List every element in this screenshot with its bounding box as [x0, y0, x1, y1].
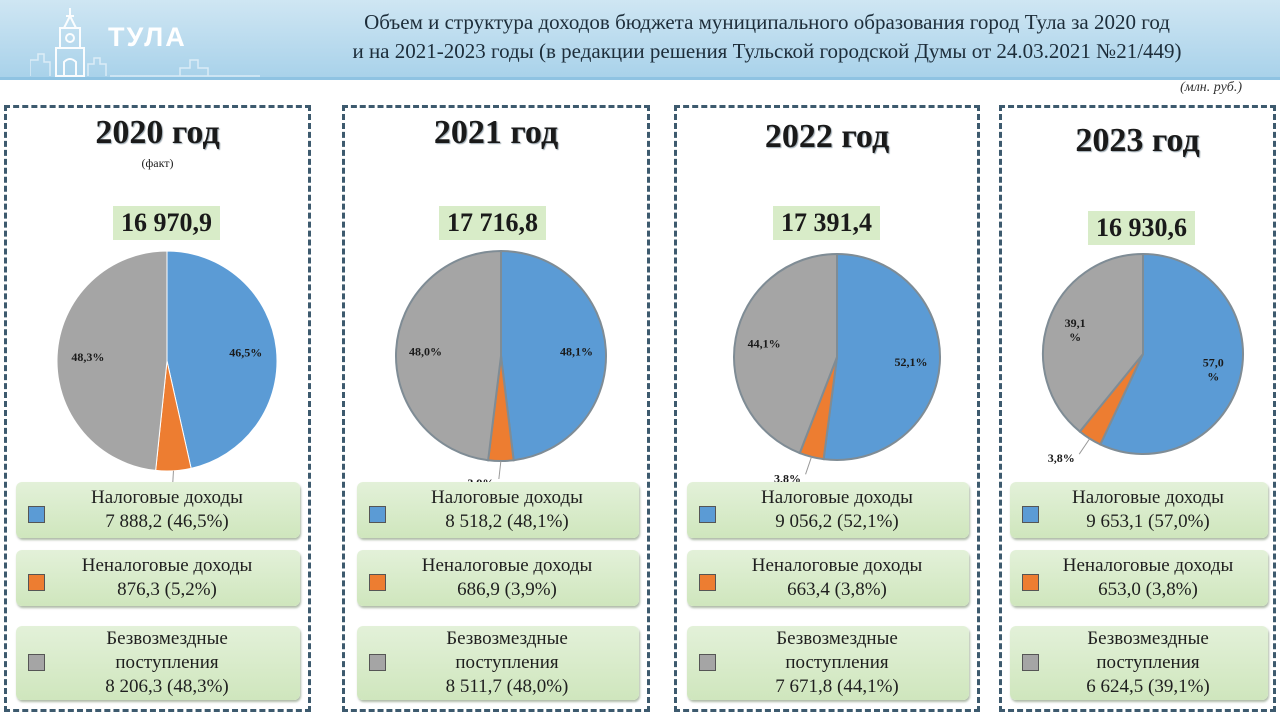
legend-gratuitous-label-2: поступления	[1096, 652, 1200, 673]
pie-chart: 48,1%3,9%48,0%	[395, 249, 607, 490]
year-subtitle: (факт)	[141, 156, 174, 170]
slice-gratuitous	[395, 249, 502, 462]
legend-nontax-label: Неналоговые доходы	[81, 555, 253, 576]
legend-nontax: Неналоговые доходы 653,0 (3,8%)	[1010, 550, 1268, 606]
slice-gratuitous	[733, 252, 838, 455]
legend-gratuitous: Безвозмездные поступления 8 206,3 (48,3%…	[16, 626, 300, 700]
title-line-2: и на 2021-2023 годы (в редакции решения …	[352, 39, 1182, 63]
panel-2021: 2021 год 17 716,8 48,1%3,9%48,0% Налогов…	[342, 105, 650, 712]
legend-gratuitous-label-2: поступления	[455, 652, 559, 673]
gratuitous-color-swatch	[28, 654, 45, 671]
pie-chart: 57,0 % 3,8% 39,1%	[1042, 252, 1244, 465]
tax-color-swatch	[28, 506, 45, 523]
legend-tax: Налоговые доходы 8 518,2 (48,1%)	[357, 482, 639, 538]
total-value: 16 930,6	[1088, 211, 1195, 245]
legend-nontax-label: Неналоговые доходы	[751, 555, 923, 576]
label-tax: 57,0%	[1203, 356, 1224, 384]
panel-2023: 2023 год 16 930,6 57,0% 3,8% 39,1% Налогов…	[999, 105, 1276, 712]
gratuitous-color-swatch	[1022, 654, 1039, 671]
legend-nontax: Неналоговые доходы 686,9 (3,9%)	[357, 550, 639, 606]
panel-2022: 2022 год 17 391,4 52,1% 3,8% 44,1% Налогов…	[674, 105, 980, 712]
legend-tax-value: 7 888,2 (46,5%)	[105, 511, 229, 532]
legend-gratuitous-value: 7 671,8 (44,1%)	[775, 676, 899, 697]
legend-nontax-value: 653,0 (3,8%)	[1098, 579, 1198, 600]
legend-nontax-label: Неналоговые доходы	[421, 555, 593, 576]
legend-gratuitous-value: 8 511,7 (48,0%)	[445, 676, 569, 697]
legend-tax-value: 8 518,2 (48,1%)	[445, 511, 569, 532]
label-gratuitous: 44,1%	[748, 336, 781, 350]
label-tax: 46,5%	[229, 345, 262, 359]
tula-kremlin-logo-icon	[30, 8, 260, 77]
pie-chart: 52,1% 3,8% 44,1%	[733, 252, 941, 485]
legend-gratuitous-value: 8 206,3 (48,3%)	[105, 676, 229, 697]
total-value: 17 391,4	[773, 206, 880, 240]
legend-nontax-value: 876,3 (5,2%)	[117, 579, 217, 600]
label-nontax: 3,8%	[1048, 451, 1075, 465]
tax-color-swatch	[1022, 506, 1039, 523]
year-title: 2021 год	[433, 114, 559, 151]
title-line-1: Объем и структура доходов бюджета муници…	[364, 10, 1170, 34]
pie-chart: 46,5%5,2%48,3%	[56, 250, 278, 500]
legend-nontax-value: 663,4 (3,8%)	[787, 579, 887, 600]
gratuitous-color-swatch	[699, 654, 716, 671]
gratuitous-color-swatch	[369, 654, 386, 671]
logo-text: ТУЛА	[108, 22, 187, 52]
label-nontax: 3,8%	[774, 471, 801, 485]
label-gratuitous: 39,1%	[1065, 316, 1086, 344]
panel-2020: 2020 год (факт) 16 970,9 46,5%5,2%48,3% …	[4, 105, 311, 712]
legend-nontax: Неналоговые доходы 876,3 (5,2%)	[16, 550, 300, 606]
slice-gratuitous	[56, 250, 168, 471]
total-value: 17 716,8	[439, 206, 546, 240]
nontax-color-swatch	[699, 574, 716, 591]
slice-tax	[822, 252, 941, 461]
total-value: 16 970,9	[113, 206, 220, 240]
legend-gratuitous-label-2: поступления	[785, 652, 889, 673]
legend-gratuitous-label-1: Безвозмездные	[1087, 628, 1209, 649]
label-gratuitous: 48,0%	[409, 344, 442, 358]
legend-tax-label: Налоговые доходы	[431, 487, 583, 508]
leader-line	[1078, 438, 1091, 455]
legend-gratuitous-label-1: Безвозмездные	[776, 628, 898, 649]
nontax-color-swatch	[1022, 574, 1039, 591]
label-tax: 48,1%	[560, 344, 593, 358]
legend-nontax: Неналоговые доходы 663,4 (3,8%)	[687, 550, 969, 606]
legend-gratuitous-label-1: Безвозмездные	[446, 628, 568, 649]
legend-gratuitous: Безвозмездные поступления 8 511,7 (48,0%…	[357, 626, 639, 700]
legend-nontax-label: Неналоговые доходы	[1062, 555, 1234, 576]
slice-gratuitous	[1042, 252, 1144, 433]
legend-tax-value: 9 056,2 (52,1%)	[775, 511, 899, 532]
legend-tax: Налоговые доходы 7 888,2 (46,5%)	[16, 482, 300, 538]
tax-color-swatch	[369, 506, 386, 523]
legend-nontax-value: 686,9 (3,9%)	[457, 579, 557, 600]
legend-tax-value: 9 653,1 (57,0%)	[1086, 511, 1210, 532]
leader-line	[805, 456, 812, 475]
slice-tax	[166, 250, 278, 469]
year-title: 2022 год	[764, 118, 890, 155]
legend-gratuitous-label-2: поступления	[115, 652, 219, 673]
year-title: 2023 год	[1075, 122, 1200, 159]
nontax-color-swatch	[28, 574, 45, 591]
year-title: 2020 год	[95, 114, 220, 151]
legend-tax: Налоговые доходы 9 653,1 (57,0%)	[1010, 482, 1268, 538]
page-title: Объем и структура доходов бюджета муници…	[262, 8, 1272, 66]
legend-tax-label: Налоговые доходы	[1072, 487, 1224, 508]
legend-tax-label: Налоговые доходы	[91, 487, 243, 508]
legend-tax: Налоговые доходы 9 056,2 (52,1%)	[687, 482, 969, 538]
label-gratuitous: 48,3%	[71, 350, 104, 364]
legend-tax-label: Налоговые доходы	[761, 487, 913, 508]
slice-tax	[1099, 252, 1244, 455]
units-label: (млн. руб.)	[1180, 80, 1242, 95]
nontax-color-swatch	[369, 574, 386, 591]
leader-line	[498, 460, 502, 480]
legend-gratuitous-label-1: Безвозмездные	[106, 628, 228, 649]
slice-tax	[500, 249, 607, 462]
tax-color-swatch	[699, 506, 716, 523]
legend-gratuitous-value: 6 624,5 (39,1%)	[1086, 676, 1210, 697]
legend-gratuitous: Безвозмездные поступления 6 624,5 (39,1%…	[1010, 626, 1268, 700]
header-banner: ТУЛА Объем и структура доходов бюджета м…	[0, 0, 1280, 80]
legend-gratuitous: Безвозмездные поступления 7 671,8 (44,1%…	[687, 626, 969, 700]
label-tax: 52,1%	[895, 355, 928, 369]
